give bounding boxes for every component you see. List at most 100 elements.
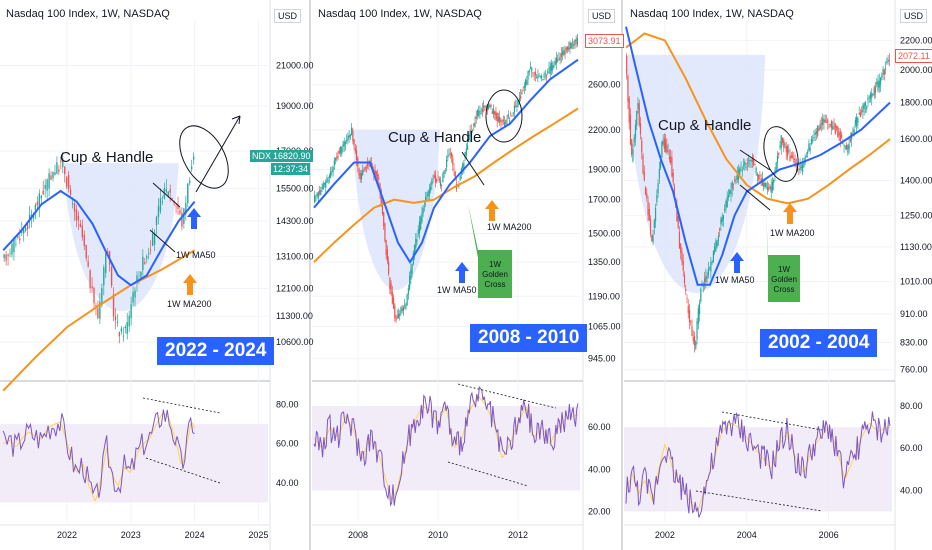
price-tick-label: 945.00 [588,354,616,364]
candle-body [434,175,437,183]
candle-body [814,132,816,135]
candle-body [487,105,490,109]
candle-body [707,268,709,276]
candle-body [353,139,355,145]
candle-body [820,123,823,125]
candle-body [729,190,731,195]
breakout-circle [485,89,523,143]
breakout-circle [763,126,799,182]
candle-body [64,166,66,175]
candle-body [725,200,727,209]
candle-body [764,182,766,187]
candle-body [818,128,820,131]
candle-body [474,122,476,127]
candle-body [670,156,672,163]
candle-body [376,174,379,179]
candle-body [334,157,337,161]
candle-body [191,166,193,170]
candle-body [631,139,633,155]
candle-body [52,171,54,179]
candle-body [375,171,377,176]
candle-body [553,65,555,68]
candle-body [872,93,874,95]
candle-body [827,119,829,123]
candle-body [60,160,62,163]
candle-body [732,183,735,185]
candle-body [550,63,553,71]
candle-body [478,110,480,116]
panel-1-currency-button[interactable]: USD [274,9,302,23]
candle-body [833,122,835,125]
ma50-arrow-icon [187,208,201,229]
candle-body [354,148,356,152]
candle-body [26,224,29,230]
golden-cross-label: Golden [771,275,797,284]
candle-body [470,130,472,134]
candle-body [526,80,528,85]
candle-body [807,151,809,154]
rsi-channel-top [142,397,221,414]
candle-body [717,236,720,241]
price-tick-label: 1500.00 [588,229,621,239]
candle-body [518,97,521,103]
candle-body [683,275,686,284]
candle-body [316,193,318,197]
candle-body [97,308,99,319]
candle-body [844,146,846,148]
candle-body [812,140,814,142]
candle-body [778,152,780,155]
candle-body [155,216,158,225]
candle-body [192,156,195,160]
candle-body [789,155,791,161]
candle-body [719,228,721,231]
candle-body [750,160,752,162]
candle-body [677,216,679,228]
time-tick-label: 2002 [655,530,675,540]
candle-body [882,69,884,75]
candle-body [800,166,802,168]
candle-body [656,195,658,203]
candle-body [871,92,873,98]
candle-body [768,187,770,190]
candle-body [411,263,413,274]
candle-body [34,204,37,210]
candle-body [187,183,189,204]
candle-body [848,143,850,149]
candle-body [529,66,532,69]
candle-body [428,189,430,196]
candle-body [877,80,879,91]
price-tick-label: 1065.00 [588,321,621,331]
time-tick-label: 2006 [819,530,839,540]
candle-body [439,180,442,187]
candle-body [721,217,723,223]
candle-body [638,103,640,125]
candle-body [436,178,438,182]
candle-body [507,114,509,118]
candle-body [747,160,750,162]
time-tick-label: 2025 [248,530,268,540]
candle-body [343,141,345,147]
candle-body [67,174,70,190]
candle-body [879,77,882,85]
candle-body [418,221,421,234]
rsi-ma-line [625,422,891,513]
candle-body [565,47,567,51]
handle-channel-bottom [149,229,176,253]
candle-body [775,162,777,173]
ma50-line [625,26,891,286]
candle-body [481,108,483,112]
golden-cross-label: Cross [485,280,506,289]
candle-body [437,176,439,178]
projection-arrowhead [231,115,241,125]
panel-3-currency-button[interactable]: USD [900,9,928,23]
candle-body [837,126,839,138]
candle-body [810,138,813,144]
candle-body [534,72,537,76]
panel-2-currency-button[interactable]: USD [588,9,616,23]
candle-body [839,131,841,142]
candle-body [177,204,179,209]
cup-handle-label: Cup & Handle [388,129,481,146]
candle-body [711,262,713,263]
candle-body [858,113,860,115]
candle-body [405,304,407,309]
